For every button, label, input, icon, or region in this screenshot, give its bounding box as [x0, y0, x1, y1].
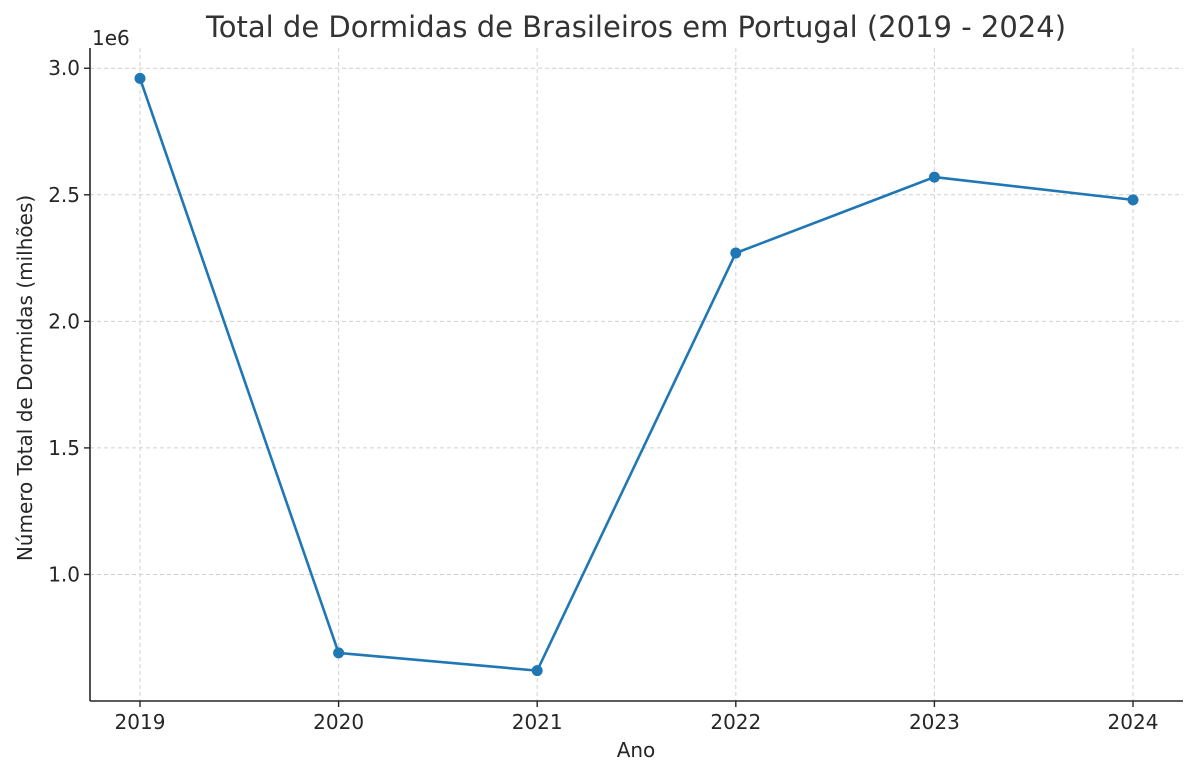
y-tick-label: 1.5	[48, 436, 80, 460]
axes-layer	[89, 48, 1183, 702]
data-point	[730, 247, 742, 259]
data-point	[134, 72, 146, 84]
y-tick-label: 2.5	[48, 183, 80, 207]
data-point	[333, 647, 345, 659]
y-tick-label: 2.0	[48, 309, 80, 333]
grid-layer	[90, 48, 1183, 701]
y-tick-label: 1.0	[48, 562, 80, 586]
x-tick-label: 2021	[512, 710, 563, 734]
data-point	[928, 171, 940, 183]
x-tick-label: 2024	[1108, 710, 1159, 734]
x-tick-label: 2023	[909, 710, 960, 734]
x-tick-label: 2020	[313, 710, 364, 734]
y-tick-label: 3.0	[48, 56, 80, 80]
x-tick-label: 2019	[115, 710, 166, 734]
y-axis-title: Número Total de Dormidas (milhões)	[13, 195, 37, 561]
ticks-layer: 2019 2020 2021 2022 2023 2024 1.0 1.5 2.0 2.5 3.0	[48, 56, 1158, 734]
chart-title: Total de Dormidas de Brasileiros em Port…	[205, 10, 1066, 44]
data-point	[1127, 194, 1139, 206]
x-axis-title: Ano	[617, 738, 656, 762]
y-axis-offset-label: 1e6	[92, 26, 130, 50]
data-point	[531, 665, 543, 677]
series-line	[138, 77, 1134, 672]
x-tick-label: 2022	[710, 710, 761, 734]
series-layer	[134, 72, 1139, 677]
